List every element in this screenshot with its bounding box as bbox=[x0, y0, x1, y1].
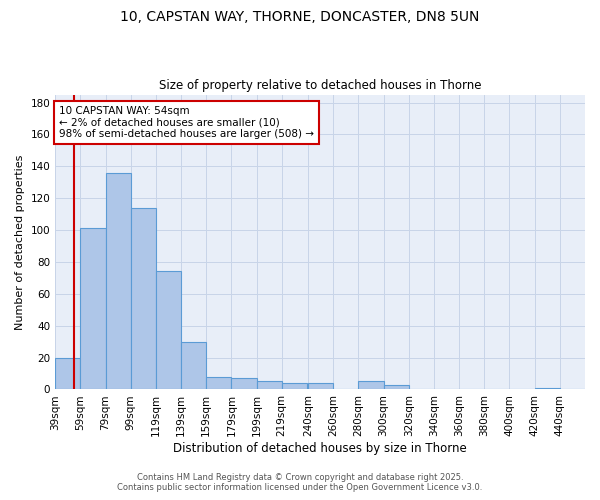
X-axis label: Distribution of detached houses by size in Thorne: Distribution of detached houses by size … bbox=[173, 442, 467, 455]
Bar bbox=[156, 272, 181, 390]
Bar bbox=[80, 228, 106, 390]
Bar bbox=[181, 342, 206, 390]
Bar bbox=[535, 388, 560, 390]
Bar bbox=[383, 384, 409, 390]
Text: Contains HM Land Registry data © Crown copyright and database right 2025.
Contai: Contains HM Land Registry data © Crown c… bbox=[118, 473, 482, 492]
Bar bbox=[206, 376, 232, 390]
Bar bbox=[281, 383, 307, 390]
Bar bbox=[232, 378, 257, 390]
Bar bbox=[257, 382, 281, 390]
Bar bbox=[106, 172, 131, 390]
Y-axis label: Number of detached properties: Number of detached properties bbox=[15, 154, 25, 330]
Bar bbox=[358, 382, 383, 390]
Text: 10, CAPSTAN WAY, THORNE, DONCASTER, DN8 5UN: 10, CAPSTAN WAY, THORNE, DONCASTER, DN8 … bbox=[121, 10, 479, 24]
Title: Size of property relative to detached houses in Thorne: Size of property relative to detached ho… bbox=[159, 79, 481, 92]
Bar bbox=[55, 358, 80, 390]
Bar bbox=[131, 208, 156, 390]
Text: 10 CAPSTAN WAY: 54sqm
← 2% of detached houses are smaller (10)
98% of semi-detac: 10 CAPSTAN WAY: 54sqm ← 2% of detached h… bbox=[59, 106, 314, 139]
Bar bbox=[308, 383, 333, 390]
